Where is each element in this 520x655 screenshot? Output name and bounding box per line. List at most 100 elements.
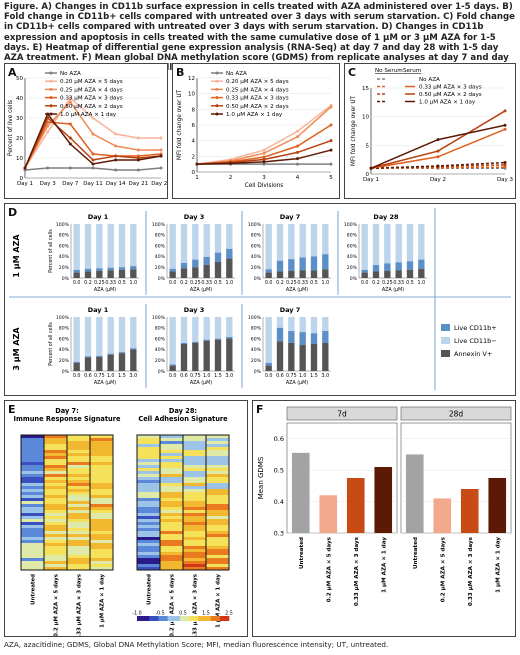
heatmap-cell [183, 540, 207, 544]
bar-annexin [276, 271, 284, 278]
y-tick-label: 80% [59, 233, 70, 239]
y-tick-label: 20% [59, 358, 70, 364]
heatmap-cell [206, 474, 230, 478]
bar-annexin [180, 344, 188, 371]
heatmap-cell [67, 450, 91, 454]
heatmap-cell [160, 534, 184, 538]
heatmap-cell [183, 522, 207, 526]
heatmap-cell [160, 528, 184, 532]
data-point [136, 136, 140, 140]
heatmap-cell [44, 522, 68, 526]
heatmap-cell [21, 528, 45, 532]
heatmap-cell [137, 564, 161, 568]
bar-live-cd11b-pos [265, 362, 272, 366]
heatmap-cell [183, 528, 207, 532]
heatmap-cell [206, 546, 230, 550]
heatmap-cell [137, 501, 161, 505]
data-point [262, 148, 266, 152]
panel-c-label: C [348, 66, 357, 79]
heatmap-cell [44, 480, 68, 484]
legend-label: 0.50 µM AZA × 2 days [60, 104, 123, 110]
heatmap-cell [90, 447, 114, 451]
data-point [114, 154, 118, 158]
heatmap-cell [44, 495, 68, 499]
heatmap-cell [21, 510, 45, 514]
data-point [503, 161, 507, 165]
heatmap-cell [44, 453, 68, 457]
color-scale-segment [164, 616, 168, 621]
heatmap-cell [21, 438, 45, 442]
heatmap-cell [206, 438, 230, 442]
bar-annexin [226, 258, 233, 278]
color-scale-segment [204, 616, 208, 621]
heatmap-cell [183, 468, 207, 472]
color-scale-segment [158, 616, 162, 621]
bar-annexin [73, 362, 80, 371]
x-tick-label: Day 14 [106, 181, 126, 187]
x-tick-label: 3 [262, 175, 266, 181]
heatmap-cell [206, 483, 230, 487]
heatmap-cell [44, 531, 68, 535]
heatmap-cell [90, 465, 114, 469]
x-axis-label: AZA (µM) [382, 287, 404, 293]
heatmap-cell [137, 555, 161, 559]
heatmap-column-label: Untreated [31, 574, 37, 605]
heatmap-cell [21, 507, 45, 511]
data-point [369, 166, 373, 170]
color-scale-segment [149, 616, 153, 621]
heatmap-cell [183, 477, 207, 481]
panel-f-label: F [256, 403, 264, 416]
heatmap-cell [183, 492, 207, 496]
heatmap-cell [160, 477, 184, 481]
heatmap-cell [137, 453, 161, 457]
heatmap-cell [160, 441, 184, 445]
heatmap-cell [183, 558, 207, 562]
heatmap-cell [183, 546, 207, 550]
heatmap-cell [67, 489, 91, 493]
heatmap-cell [44, 477, 68, 481]
bar [374, 467, 393, 533]
data-point [296, 135, 299, 139]
x-tick-label: Day 3 [40, 181, 57, 187]
heatmap-cell [183, 549, 207, 553]
color-scale-segment [213, 616, 218, 621]
data-point [195, 162, 199, 166]
data-point [329, 162, 333, 166]
heatmap-column-border [205, 434, 230, 571]
x-tick-label: 0.75 [94, 373, 105, 379]
bar-live-cd11b-neg [130, 317, 137, 349]
heatmap-cell [183, 459, 207, 463]
heatmap-title-line2: Cell Adhesion Signature [138, 415, 228, 423]
color-scale-segment [167, 616, 172, 621]
heatmap-cell [21, 564, 45, 568]
heatmap-cell [206, 522, 230, 526]
bar-annexin [310, 344, 318, 371]
panel-a-label: A [8, 66, 17, 79]
heatmap-cell [21, 558, 45, 562]
heatmap-cell [160, 498, 184, 502]
heatmap-column-label: 1 µM AZA × 1 day [100, 574, 106, 628]
bar-live-cd11b-neg [361, 224, 368, 270]
heatmap-cell [137, 438, 161, 442]
color-scale-segment [210, 616, 214, 621]
heatmap-cell [90, 477, 114, 481]
heatmap-cell [160, 444, 184, 448]
heatmap-cell [90, 468, 114, 472]
heatmap-cell [21, 492, 45, 496]
data-point [436, 149, 440, 153]
bar-live-cd11b-neg [276, 224, 284, 261]
data-point [68, 96, 72, 100]
bar-live-cd11b-neg [73, 224, 80, 270]
bar-live-cd11b-neg [406, 224, 414, 262]
x-tick-label: 0.5 [310, 280, 318, 286]
heatmap-cell [137, 450, 161, 454]
heatmap-cell [44, 534, 68, 538]
data-point [503, 163, 507, 167]
x-tick-label: Day 11 [83, 181, 103, 187]
heatmap-cell [137, 492, 161, 496]
heatmap-cell [90, 459, 114, 463]
bar-live-cd11b-pos [226, 248, 233, 259]
row-label: 1 µM AZA [12, 234, 21, 278]
heatmap-cell [21, 549, 45, 553]
bar-live-cd11b-neg [180, 224, 188, 263]
